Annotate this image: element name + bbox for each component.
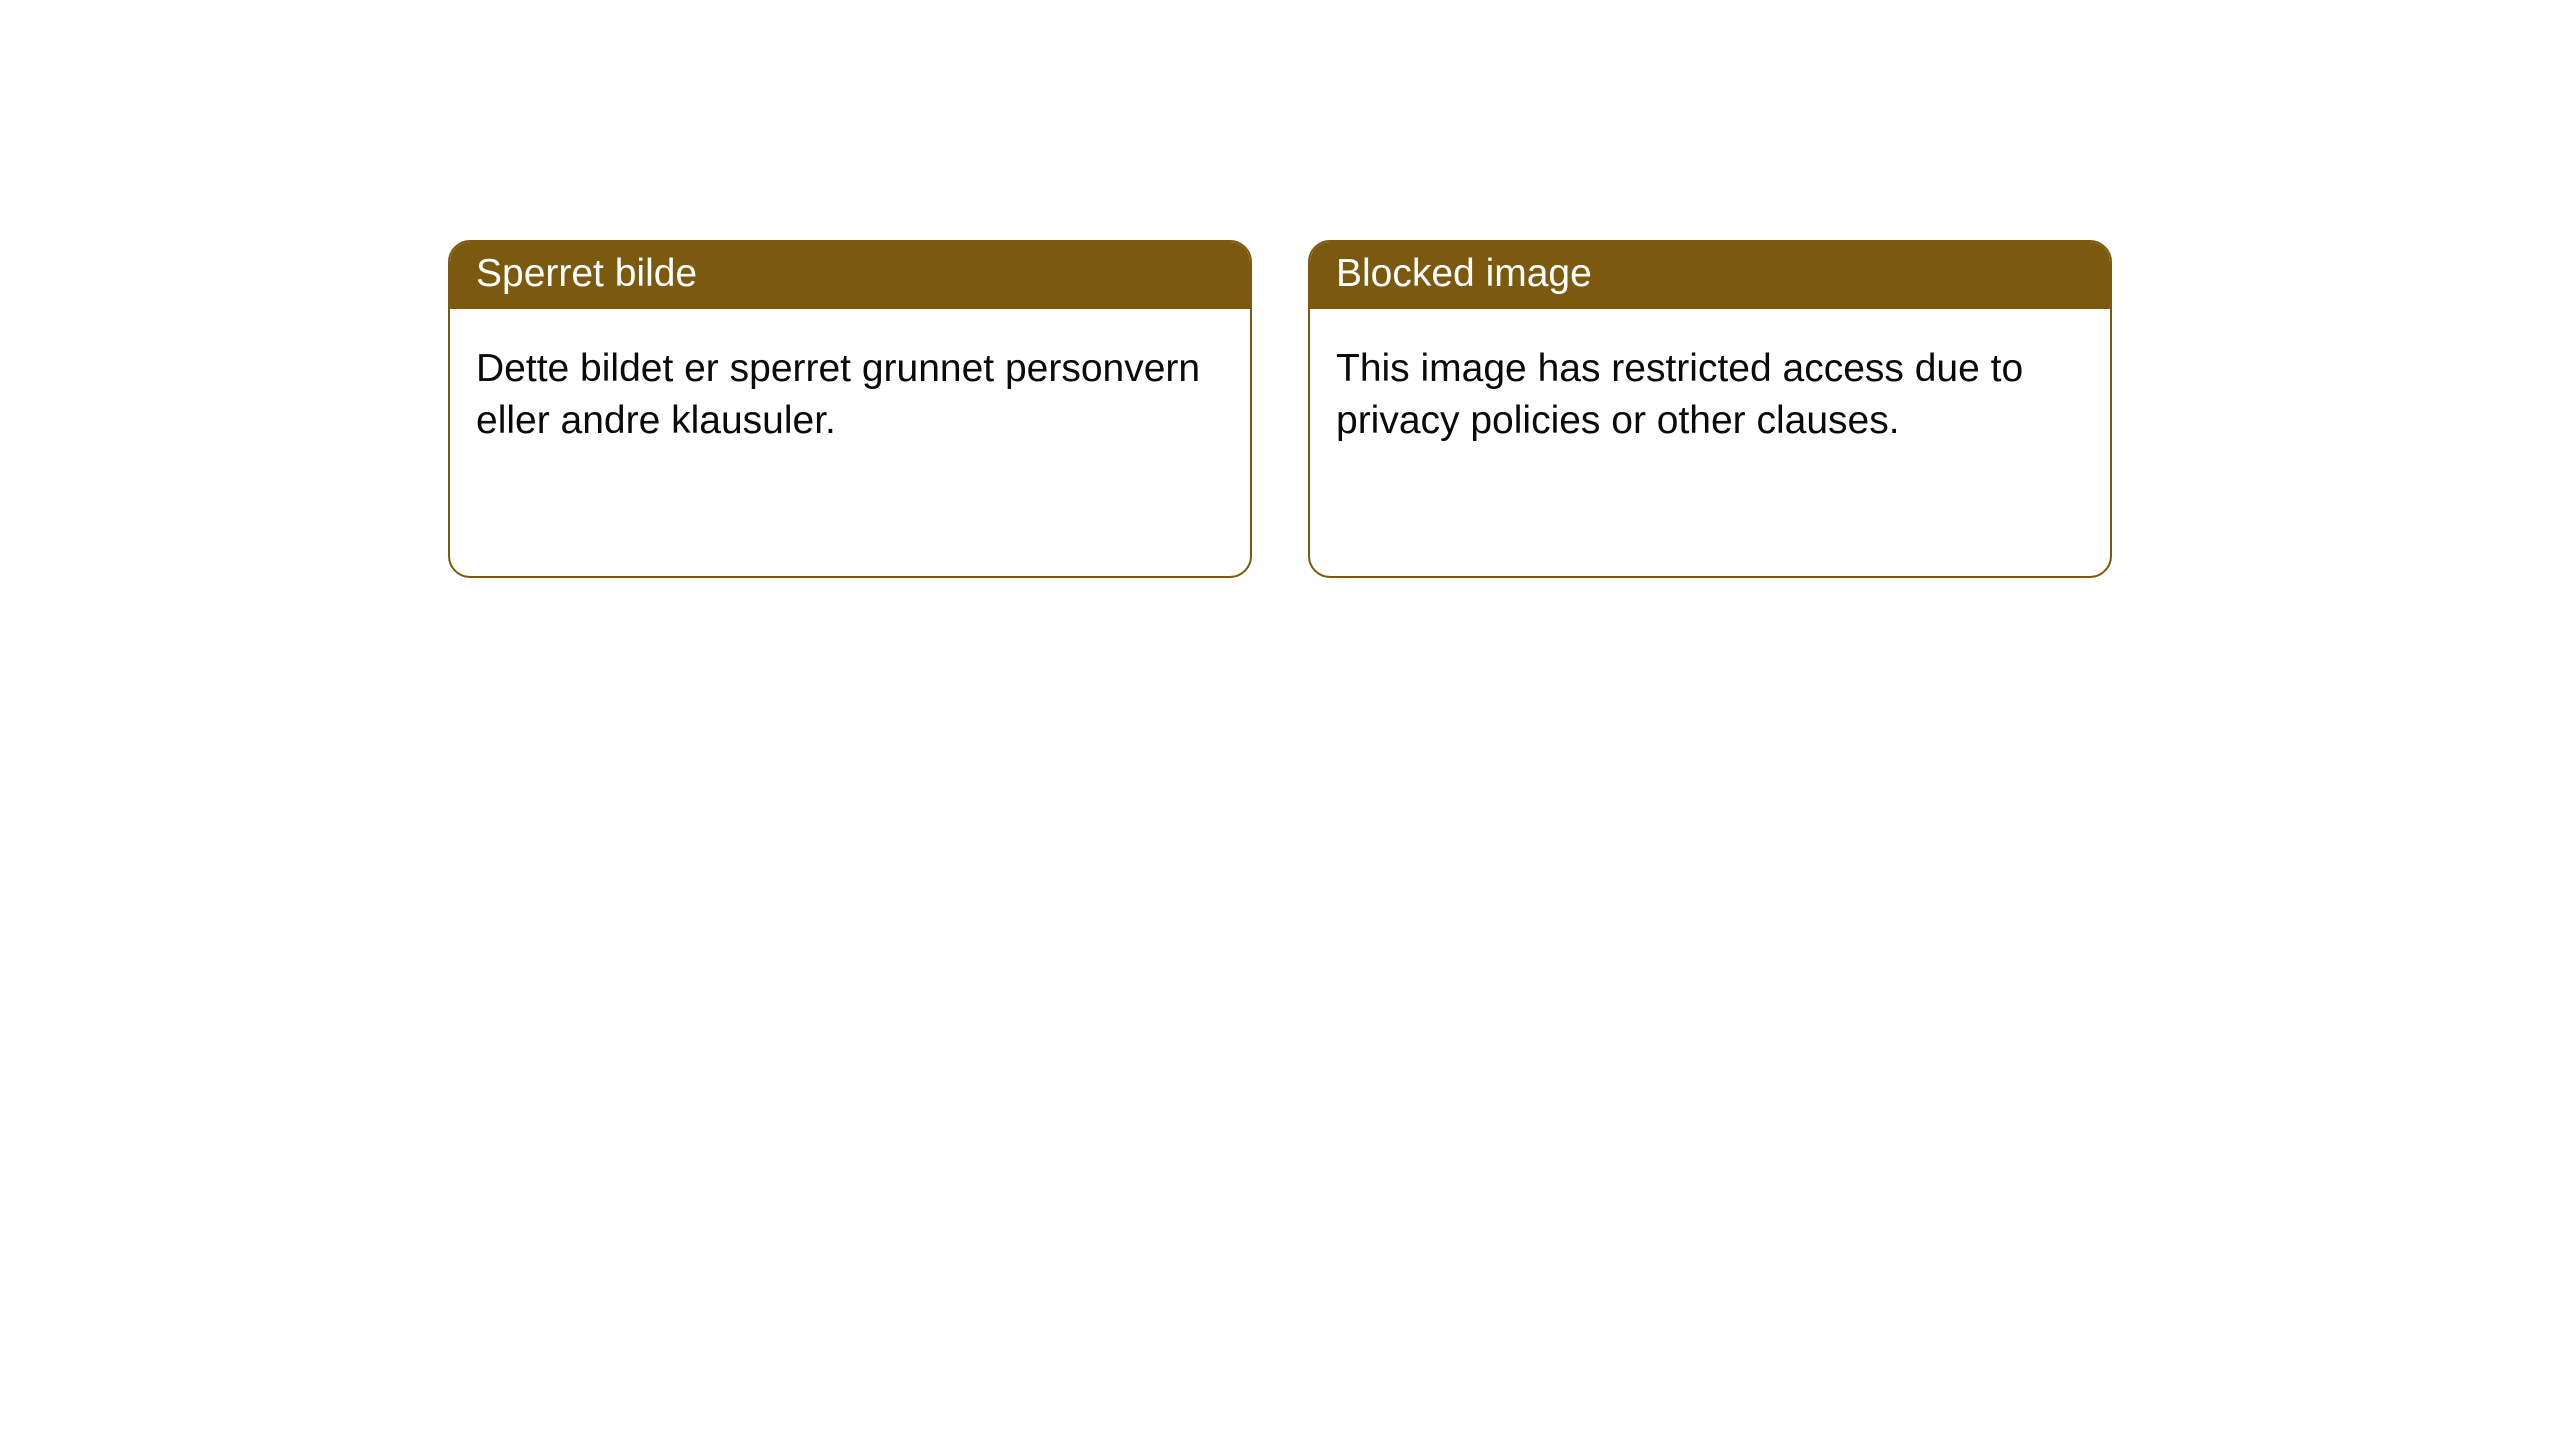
notice-card-body: Dette bildet er sperret grunnet personve… (450, 309, 1250, 482)
notice-card-body: This image has restricted access due to … (1310, 309, 2110, 482)
notice-card-title: Blocked image (1310, 242, 2110, 309)
notice-card-title: Sperret bilde (450, 242, 1250, 309)
notice-row: Sperret bilde Dette bildet er sperret gr… (0, 0, 2560, 578)
notice-card-norwegian: Sperret bilde Dette bildet er sperret gr… (448, 240, 1252, 578)
notice-card-english: Blocked image This image has restricted … (1308, 240, 2112, 578)
